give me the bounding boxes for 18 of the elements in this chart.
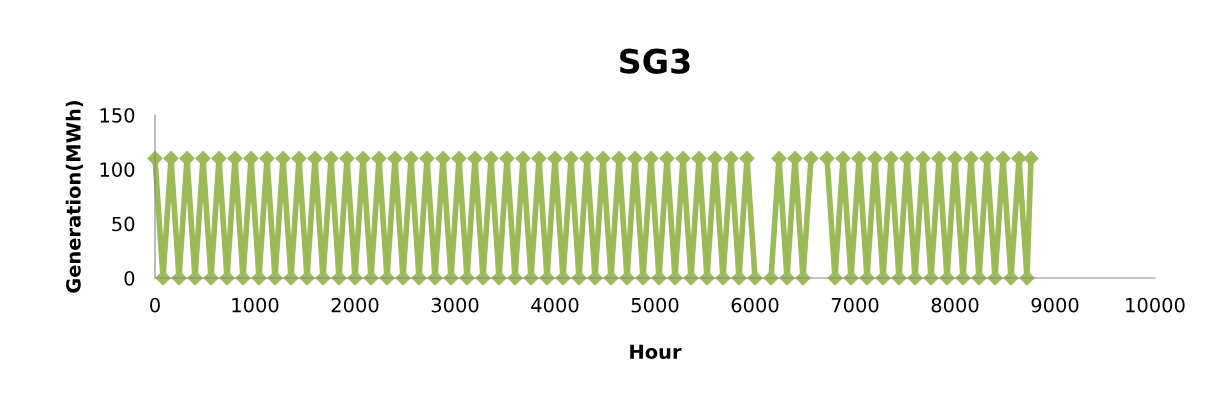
x-tick-label: 9000 [1031,297,1079,313]
x-tick-label: 8000 [931,297,979,313]
x-tick-label: 2000 [331,297,379,313]
y-tick-label: 150 [100,107,135,123]
x-tick-label: 3000 [431,297,479,313]
y-tick-label: 0 [124,270,135,286]
x-tick-label: 4000 [531,297,579,313]
chart-title: SG3 [620,48,690,74]
x-tick-label: 6000 [731,297,779,313]
y-tick-label: 50 [112,216,135,232]
x-tick-label: 0 [150,297,160,313]
x-axis-title: Hour [630,344,682,360]
x-tick-label: 10000 [1126,297,1185,313]
y-tick-label: 100 [100,162,135,177]
x-tick-label: 5000 [631,297,679,313]
y-axis-title: Generation(MWh) [65,100,84,293]
x-tick-label: 1000 [232,297,279,313]
x-tick-label: 7000 [831,297,879,313]
